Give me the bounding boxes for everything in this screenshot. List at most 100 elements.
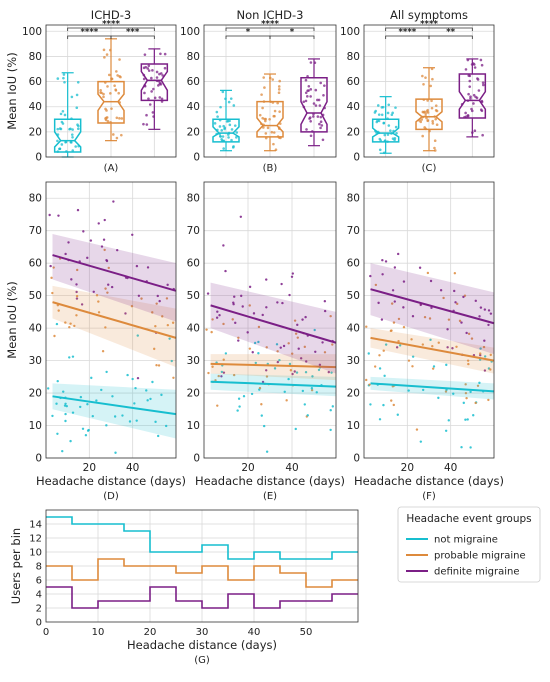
data-point [213, 122, 217, 125]
data-point [268, 117, 271, 121]
data-point [62, 73, 66, 76]
data-point [71, 355, 75, 358]
data-point [474, 299, 477, 303]
data-point [301, 318, 304, 321]
y-tick-label: 40 [347, 101, 360, 113]
data-point [156, 294, 159, 298]
data-point [420, 118, 424, 121]
data-point [479, 353, 482, 357]
data-point [120, 133, 123, 137]
data-point [155, 76, 159, 79]
data-point [232, 104, 236, 107]
data-point [304, 315, 307, 319]
data-point [222, 358, 225, 361]
data-point [75, 283, 78, 286]
data-point [111, 395, 114, 398]
data-point [150, 90, 153, 93]
data-point [76, 81, 80, 84]
data-point [453, 289, 456, 293]
data-point [303, 403, 306, 406]
data-point [232, 301, 235, 304]
data-point [216, 310, 219, 313]
data-point [218, 125, 222, 128]
scatter-panel-frame [45, 181, 177, 459]
data-point [232, 373, 236, 377]
panel-label: (C) [422, 163, 437, 174]
data-point [151, 69, 154, 72]
data-point [422, 83, 425, 86]
y-tick-label: 20 [347, 126, 360, 138]
data-point [102, 238, 106, 241]
confidence-band [52, 285, 176, 368]
data-point [395, 346, 399, 349]
data-point [396, 413, 399, 416]
scatter-panel-frame [203, 181, 337, 459]
y-tick-label: 50 [29, 290, 42, 302]
data-point [119, 75, 122, 79]
data-point [211, 365, 214, 368]
data-point [306, 95, 309, 98]
data-point [238, 405, 241, 408]
data-point [455, 345, 458, 348]
y-tick-label: 40 [29, 101, 42, 113]
data-point [430, 306, 433, 310]
significance-label: *** [126, 28, 140, 38]
data-point [439, 289, 443, 292]
data-point [426, 111, 430, 114]
data-point [79, 405, 82, 409]
data-point [56, 379, 59, 383]
data-point [293, 319, 297, 322]
x-tick-label: 20 [401, 462, 414, 474]
data-point [464, 111, 467, 115]
data-point [482, 345, 486, 349]
data-point [148, 103, 152, 106]
y-tick-label: 40 [187, 101, 200, 113]
data-point [115, 116, 119, 120]
data-point [136, 334, 139, 337]
data-point [456, 302, 459, 306]
data-point [99, 88, 102, 92]
data-point [61, 109, 65, 113]
y-tick-label: 20 [29, 388, 42, 400]
data-point [276, 301, 279, 304]
data-point [469, 95, 472, 98]
box-panel-frame [45, 24, 177, 158]
data-point [57, 214, 60, 217]
data-point [147, 97, 150, 100]
data-point [146, 266, 150, 269]
data-point [51, 414, 54, 418]
data-point [407, 389, 410, 392]
data-point [309, 134, 313, 138]
data-point [258, 386, 262, 390]
data-point [76, 208, 80, 212]
data-point [75, 297, 79, 300]
y-tick-label: 10 [29, 420, 42, 432]
data-point [290, 352, 294, 355]
regression-line [52, 395, 177, 416]
data-point [330, 371, 333, 374]
data-point [489, 312, 493, 315]
data-point [384, 343, 388, 346]
data-point [234, 321, 237, 325]
data-point [394, 125, 398, 129]
data-point [211, 318, 214, 321]
confidence-band [210, 282, 336, 374]
regression-line [210, 362, 337, 369]
data-point [304, 91, 308, 95]
data-point [86, 403, 89, 406]
data-point [75, 290, 78, 294]
data-point [418, 266, 422, 269]
data-point [474, 95, 477, 99]
data-point [386, 111, 390, 115]
data-point [487, 398, 490, 402]
y-tick-label: 6 [36, 576, 42, 587]
data-point [116, 248, 119, 252]
data-point [124, 312, 127, 315]
data-point [384, 260, 388, 263]
data-point [294, 332, 298, 335]
data-point [365, 378, 368, 382]
data-point [57, 309, 60, 312]
data-point [453, 272, 457, 275]
data-point [260, 93, 263, 96]
